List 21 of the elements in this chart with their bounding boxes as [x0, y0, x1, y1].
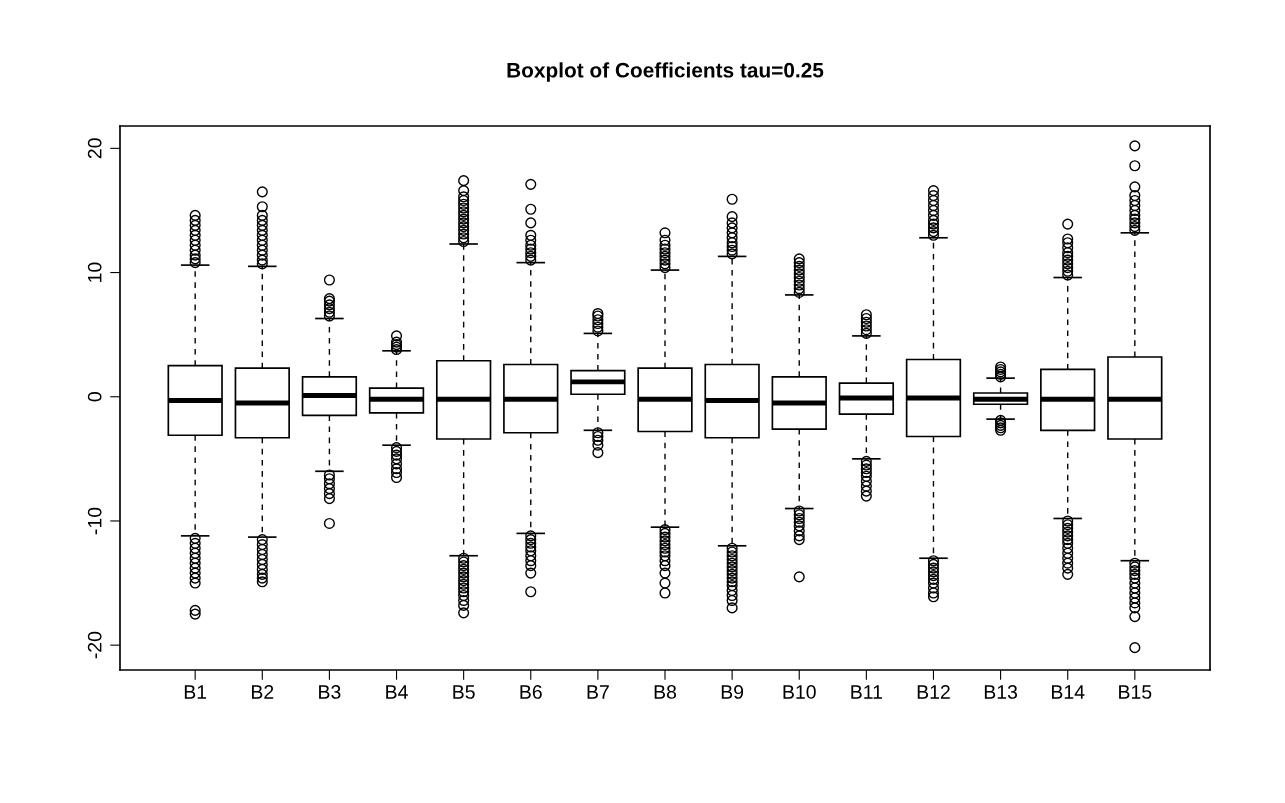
y-tick-label: -20 [87, 631, 102, 659]
x-tick-label: B8 [654, 685, 677, 699]
x-tick-label: B13 [984, 685, 1018, 699]
x-tick-label: B12 [917, 685, 950, 699]
x-tick-label: B7 [587, 685, 609, 699]
x-tick-label: B4 [386, 685, 408, 699]
y-tick-label: -10 [87, 507, 102, 535]
x-tick-label: B14 [1052, 685, 1085, 699]
x-tick-label: B10 [783, 685, 816, 699]
x-tick-label: B2 [251, 685, 274, 699]
chart-title: Boxplot of Coefficients tau=0.25 [507, 62, 824, 82]
x-tick-label: B3 [319, 685, 341, 699]
y-tick-label: 20 [87, 138, 102, 159]
x-tick-label: B5 [453, 685, 475, 699]
x-tick-label: B6 [520, 685, 542, 699]
x-tick-label: B11 [851, 685, 882, 699]
y-tick-label: 0 [87, 392, 102, 402]
x-tick-label: B9 [721, 685, 744, 699]
y-tick-label: 10 [87, 262, 102, 282]
x-tick-label: B15 [1119, 685, 1152, 699]
x-tick-label: B1 [184, 685, 207, 699]
